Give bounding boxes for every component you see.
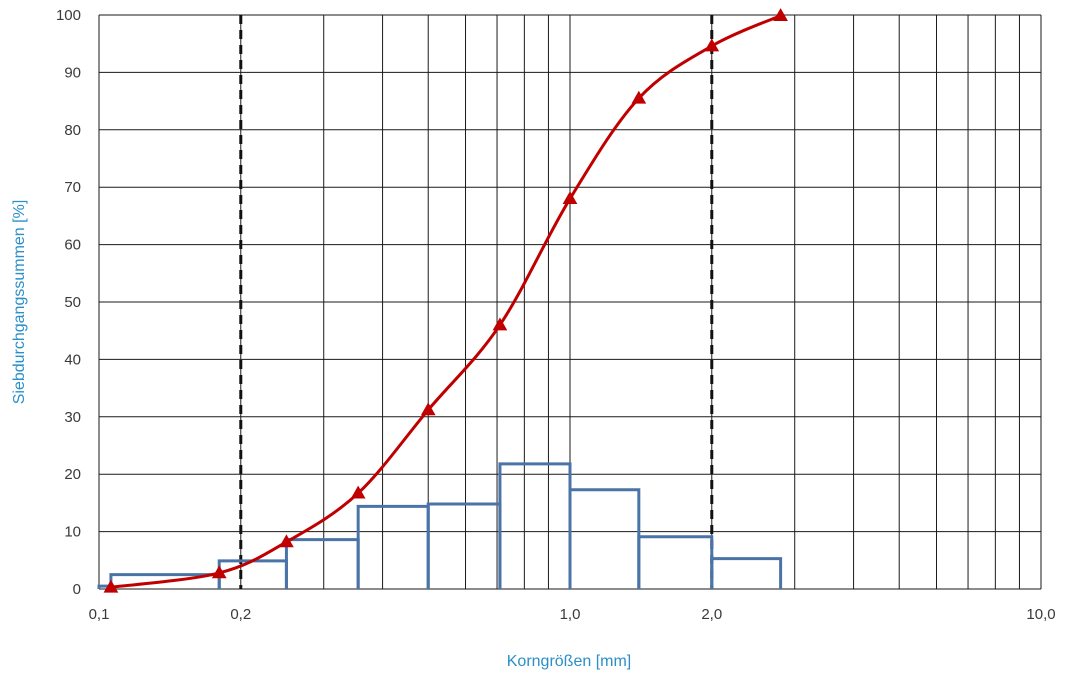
dashed-reference-lines xyxy=(239,15,714,589)
x-tick-label: 0,2 xyxy=(230,606,251,623)
y-tick-label: 0 xyxy=(73,581,81,598)
x-tick-labels: 0,1 0,2 1,0 2,0 10,0 xyxy=(89,606,1056,623)
y-tick-labels: 0 10 20 30 40 50 60 70 80 90 100 xyxy=(56,7,81,598)
y-tick-label: 100 xyxy=(56,7,81,24)
y-axis-title: Siebdurchgangssummen [%] xyxy=(11,200,28,405)
histogram-bar xyxy=(498,462,572,589)
x-tick-label: 10,0 xyxy=(1026,606,1055,623)
data-point-marker xyxy=(211,565,227,579)
histogram-bar xyxy=(426,502,502,589)
y-tick-label: 90 xyxy=(64,64,81,81)
data-point-marker xyxy=(562,191,578,205)
grid xyxy=(98,14,1042,590)
y-tick-label: 30 xyxy=(64,409,81,426)
y-tick-label: 70 xyxy=(64,179,81,196)
histogram-bar xyxy=(356,504,430,589)
y-tick-label: 50 xyxy=(64,294,81,311)
curve-markers xyxy=(103,8,788,593)
y-tick-label: 40 xyxy=(64,351,81,368)
data-point-marker xyxy=(420,402,436,416)
x-axis-title: Korngrößen [mm] xyxy=(507,653,631,670)
histogram-bar xyxy=(637,535,714,589)
data-point-marker xyxy=(631,90,647,104)
data-point-marker xyxy=(103,579,119,593)
histogram-bar xyxy=(284,538,360,589)
x-tick-label: 1,0 xyxy=(560,606,581,623)
histogram-bar xyxy=(217,559,288,589)
y-tick-label: 10 xyxy=(64,524,81,541)
data-point-marker xyxy=(704,38,720,52)
histogram-bar xyxy=(710,557,783,589)
x-tick-label: 0,1 xyxy=(89,606,110,623)
y-tick-label: 20 xyxy=(64,466,81,483)
y-tick-label: 60 xyxy=(64,237,81,254)
histogram xyxy=(97,462,783,589)
cumulative-curve xyxy=(110,14,782,589)
data-point-marker xyxy=(492,317,508,331)
x-tick-label: 2,0 xyxy=(701,606,722,623)
data-point-marker xyxy=(350,485,366,499)
data-point-marker xyxy=(773,8,788,21)
cumulative-curve-line xyxy=(110,14,782,589)
data-point-marker xyxy=(279,534,294,548)
y-tick-label: 80 xyxy=(64,122,81,139)
histogram-bar xyxy=(568,488,641,589)
